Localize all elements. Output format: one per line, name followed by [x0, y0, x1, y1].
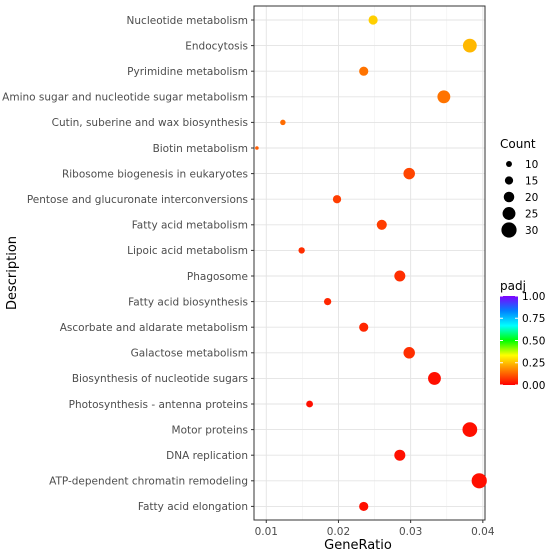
y-tick-label: Amino sugar and nucleotide sugar metabol…	[2, 92, 248, 104]
data-point	[437, 90, 451, 104]
x-tick-label: 0.02	[327, 526, 350, 538]
y-tick-label: Biosynthesis of nucleotide sugars	[72, 373, 248, 385]
padj-legend-title: padj	[500, 279, 526, 293]
padj-colorbar	[500, 296, 518, 385]
data-point	[280, 119, 286, 126]
y-tick-label: Fatty acid metabolism	[132, 220, 248, 232]
data-point	[462, 38, 477, 53]
data-point	[306, 400, 314, 408]
count-legend-key	[503, 191, 515, 203]
count-legend-label: 10	[525, 159, 538, 171]
padj-legend-label: 0.25	[522, 358, 545, 370]
panel-border	[253, 5, 486, 521]
y-tick-label: Fatty acid elongation	[138, 501, 248, 513]
y-tick-label: Ascorbate and aldarate metabolism	[60, 322, 248, 334]
data-point	[403, 347, 415, 359]
padj-legend-label: 1.00	[522, 291, 545, 303]
count-legend-label: 15	[525, 175, 538, 187]
y-tick-label: Photosynthesis - antenna proteins	[69, 399, 248, 411]
count-legend-label: 20	[525, 192, 538, 204]
x-tick-label: 0.04	[471, 526, 495, 538]
count-legend-key	[501, 222, 517, 238]
data-point	[462, 422, 478, 437]
plot-panel	[253, 5, 486, 521]
y-tick-label: Phagosome	[187, 271, 248, 283]
x-axis: 0.01 0.02 0.03 0.04	[255, 520, 495, 538]
x-tick-label: 0.03	[399, 526, 422, 538]
data-point	[394, 449, 406, 461]
count-legend-key	[502, 207, 516, 220]
x-axis-title: GeneRatio	[324, 538, 392, 553]
data-point	[394, 270, 406, 282]
y-tick-label: Pentose and glucuronate interconversions	[27, 194, 248, 206]
count-legend: Count 10 15 20 25 30	[500, 137, 538, 238]
y-tick-label: Pyrimidine metabolism	[127, 66, 248, 78]
count-legend-label: 30	[525, 225, 538, 237]
data-point	[323, 297, 332, 306]
data-point	[332, 195, 342, 204]
data-point	[403, 167, 415, 180]
data-point	[471, 473, 487, 489]
count-legend-key	[504, 176, 514, 185]
y-tick-label: Ribosome biogenesis in eukaryotes	[62, 168, 248, 180]
data-point	[359, 501, 369, 511]
count-legend-key	[506, 161, 512, 167]
y-tick-label: Cutin, suberine and wax biosynthesis	[52, 117, 248, 129]
count-legend-label: 25	[525, 208, 538, 220]
count-legend-title: Count	[500, 137, 536, 151]
y-tick-label: ATP-dependent chromatin remodeling	[49, 476, 248, 488]
data-point	[359, 66, 369, 76]
y-tick-label: DNA replication	[166, 450, 248, 462]
y-tick-label: Endocytosis	[185, 40, 248, 52]
y-tick-label: Biotin metabolism	[153, 143, 248, 155]
data-point	[255, 146, 259, 150]
data-point	[298, 247, 305, 254]
panel-background	[254, 6, 485, 520]
padj-legend: padj 1.00 0.75 0.50 0.25 0.00	[500, 279, 545, 392]
y-tick-label: Lipoic acid metabolism	[127, 245, 248, 257]
y-tick-label: Motor proteins	[172, 424, 248, 436]
y-axis-title: Description	[5, 236, 20, 310]
y-tick-label: Galactose metabolism	[131, 348, 248, 360]
data-points	[255, 15, 487, 511]
padj-legend-label: 0.00	[522, 380, 545, 392]
padj-legend-label: 0.50	[522, 335, 545, 347]
data-point	[376, 219, 387, 230]
padj-legend-label: 0.75	[522, 313, 545, 325]
data-point	[359, 322, 369, 332]
y-axis: Nucleotide metabolism Endocytosis Pyrimidi…	[2, 15, 254, 513]
y-tick-label: Nucleotide metabolism	[127, 15, 248, 27]
x-tick-label: 0.01	[255, 526, 278, 538]
y-tick-label: Fatty acid biosynthesis	[128, 296, 248, 308]
data-point	[428, 371, 441, 385]
data-point	[368, 15, 378, 25]
